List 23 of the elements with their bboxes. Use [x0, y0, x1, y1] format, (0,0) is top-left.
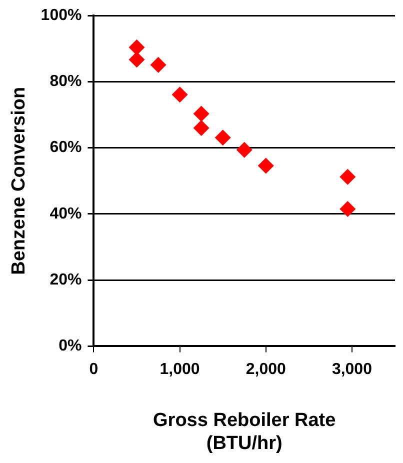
point: [236, 142, 252, 158]
y-tick-label: 60%: [50, 139, 82, 156]
y-tick-label: 100%: [40, 7, 82, 24]
x-tick-label: 0: [89, 361, 98, 378]
x-axis-title: Gross Reboiler Rate (BTU/hr): [153, 410, 336, 454]
point: [150, 56, 166, 73]
point: [258, 158, 274, 174]
x-tick-label: 2,000: [246, 361, 286, 378]
x-tick-label: 1,000: [160, 361, 200, 378]
y-tick-label: 80%: [50, 73, 82, 90]
point: [340, 201, 356, 217]
point: [172, 86, 188, 103]
y-tick-label: 0%: [58, 338, 82, 355]
y-tick-label: 20%: [50, 271, 82, 288]
y-tick-label: 40%: [50, 205, 82, 222]
point: [214, 130, 231, 146]
x-tick-label: 3,000: [332, 361, 372, 378]
point: [128, 52, 145, 68]
y-axis-title: Benzene Conversion: [8, 86, 30, 275]
point: [340, 168, 356, 185]
point: [193, 106, 210, 122]
point: [128, 39, 145, 56]
point: [193, 120, 210, 136]
